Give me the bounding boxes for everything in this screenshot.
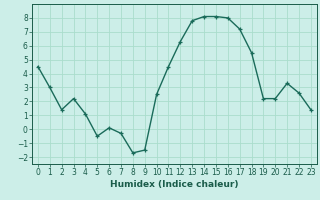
X-axis label: Humidex (Indice chaleur): Humidex (Indice chaleur) <box>110 180 239 189</box>
